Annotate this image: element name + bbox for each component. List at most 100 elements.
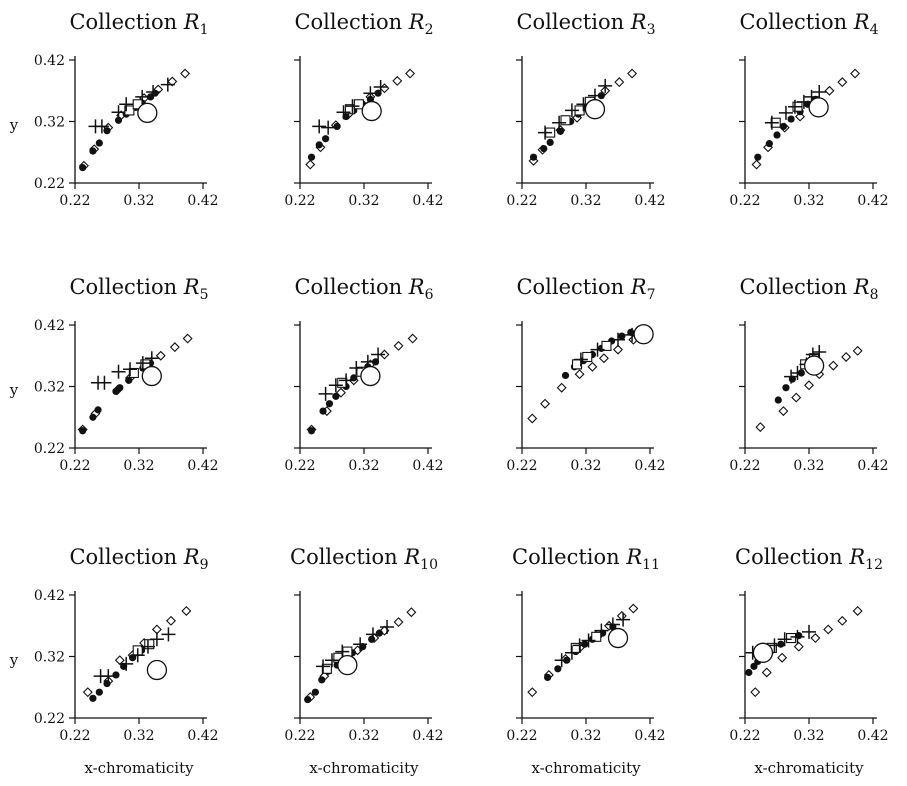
plus-marker <box>161 627 176 642</box>
chart-panel: Collection R8 0.22 0.32 0.42 <box>729 275 888 474</box>
open-diamond-marker <box>614 77 625 88</box>
x-tick-label: 0.32 <box>348 458 379 474</box>
chart-panel: Collection R4 0.22 0.32 0.42 <box>729 10 888 209</box>
filled-circle-marker <box>325 400 334 408</box>
open-square-marker <box>786 632 797 644</box>
x-axis-label: x-chromaticity <box>531 759 641 777</box>
open-diamond-marker <box>392 75 403 86</box>
panel-title-var: R <box>853 10 870 34</box>
filled-circle-marker <box>374 89 382 97</box>
plus-marker <box>538 125 553 140</box>
x-tick-label: 0.22 <box>729 728 760 744</box>
filled-circle-marker <box>322 135 330 143</box>
chart-panel: Collection R12 0.22 0.32 0.42 x-chromaticity <box>729 545 888 777</box>
chart-panel: Collection R2 0.22 0.32 0.42 <box>284 10 443 209</box>
large-open-circle-marker <box>803 355 825 376</box>
panel-title-prefix: Collection <box>69 275 183 299</box>
filled-circle-marker <box>319 407 327 415</box>
y-tick-label: 0.22 <box>34 711 65 727</box>
panel-title-sub: 8 <box>870 287 879 303</box>
x-tick-label: 0.32 <box>570 728 601 744</box>
plus-marker <box>321 120 336 135</box>
filled-circle-marker <box>529 153 538 161</box>
y-tick-label: 0.42 <box>34 318 65 334</box>
plus-marker <box>316 659 331 674</box>
open-diamond-marker <box>755 422 766 433</box>
plus-marker <box>335 644 350 659</box>
plus-marker <box>325 653 339 668</box>
plus-marker <box>123 362 138 377</box>
filled-circle-marker <box>332 392 340 400</box>
plus-marker <box>140 639 155 654</box>
plus-marker <box>111 364 126 379</box>
filled-circle-marker <box>546 138 554 147</box>
plus-marker <box>119 656 134 671</box>
open-diamond-marker <box>810 633 821 644</box>
x-tick-label: 0.32 <box>348 193 379 209</box>
y-tick-label: 0.32 <box>34 650 65 666</box>
filled-circle-marker <box>556 127 565 135</box>
open-diamond-marker <box>823 624 834 635</box>
open-diamond-marker <box>778 406 789 417</box>
filled-circle-marker <box>103 127 111 135</box>
panel-title-sub: 12 <box>865 557 883 573</box>
y-axis-label: y <box>9 116 19 134</box>
filled-circle-marker <box>368 635 376 643</box>
plus-marker <box>581 633 596 648</box>
plus-marker <box>605 617 620 632</box>
open-diamond-marker <box>406 607 417 618</box>
large-open-circle-marker <box>361 100 382 122</box>
plus-marker <box>611 332 625 347</box>
plus-marker <box>111 105 126 120</box>
open-diamond-marker <box>556 382 567 393</box>
filled-circle-marker <box>554 665 562 673</box>
plus-marker <box>802 624 816 639</box>
open-diamond-marker <box>613 344 623 355</box>
panel-title-prefix: Collection <box>69 10 183 34</box>
chart-panel: Collection R3 0.22 0.32 0.42 <box>506 10 665 209</box>
open-diamond-marker <box>824 85 835 96</box>
x-tick-label: 0.22 <box>506 458 537 474</box>
x-tick-label: 0.42 <box>187 193 218 209</box>
open-diamond-marker <box>182 333 193 344</box>
plus-marker <box>373 80 388 95</box>
filled-circle-marker <box>561 371 570 380</box>
open-diamond-marker <box>804 380 814 391</box>
open-diamond-marker <box>527 413 538 424</box>
x-tick-label: 0.42 <box>187 728 218 744</box>
x-axis-label: x-chromaticity <box>754 759 864 777</box>
open-diamond-marker <box>407 333 418 344</box>
chart-panel: Collection R5 0.22 0.32 0.42 0.22 0.32 0.42 y <box>9 275 219 474</box>
filled-circle-marker <box>112 671 120 679</box>
plus-marker <box>312 119 327 134</box>
large-open-circle-marker <box>360 365 381 387</box>
open-diamond-marker <box>379 83 390 94</box>
panel-title-var: R <box>853 275 870 299</box>
panel-title-var: R <box>183 10 200 34</box>
y-axis-label: y <box>9 651 19 669</box>
filled-circle-marker <box>318 676 326 684</box>
open-square-marker <box>560 115 571 126</box>
plus-marker <box>336 105 351 120</box>
open-square-marker <box>144 639 155 650</box>
plus-marker <box>130 648 145 663</box>
open-diamond-marker <box>852 606 863 616</box>
plus-marker <box>363 86 378 101</box>
plus-marker <box>573 352 588 367</box>
x-tick-label: 0.42 <box>857 728 888 744</box>
plus-marker <box>594 623 609 638</box>
open-diamond-marker <box>598 353 609 364</box>
filled-circle-marker <box>618 332 626 340</box>
panel-title-var: R <box>403 545 420 569</box>
x-tick-label: 0.42 <box>412 458 443 474</box>
filled-circle-marker <box>95 139 103 147</box>
plus-marker <box>554 653 569 668</box>
open-diamond-marker <box>166 615 176 626</box>
plus-marker <box>764 115 779 130</box>
x-tick-label: 0.42 <box>412 728 443 744</box>
chart-panel: Collection R11 0.22 0.32 0.42 x-chromaticity <box>506 545 665 777</box>
filled-circle-marker <box>89 694 97 702</box>
open-square-marker <box>601 340 612 351</box>
filled-circle-marker <box>540 144 548 153</box>
panel-title-prefix: Collection <box>512 545 626 569</box>
